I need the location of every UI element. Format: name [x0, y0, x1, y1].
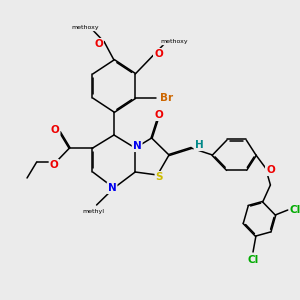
Text: H: H — [195, 140, 203, 150]
Text: Cl: Cl — [290, 205, 300, 215]
Text: N: N — [108, 183, 116, 193]
Text: O: O — [94, 39, 103, 49]
Text: Br: Br — [160, 93, 173, 103]
Text: Cl: Cl — [248, 255, 259, 265]
Text: methoxy: methoxy — [160, 40, 188, 44]
Text: methyl: methyl — [83, 208, 105, 214]
Text: O: O — [154, 49, 163, 59]
Text: O: O — [50, 160, 58, 170]
Text: N: N — [133, 141, 142, 151]
Text: O: O — [155, 110, 164, 120]
Text: O: O — [266, 165, 275, 175]
Text: methoxy: methoxy — [71, 26, 99, 31]
Text: S: S — [156, 172, 163, 182]
Text: O: O — [51, 125, 59, 135]
